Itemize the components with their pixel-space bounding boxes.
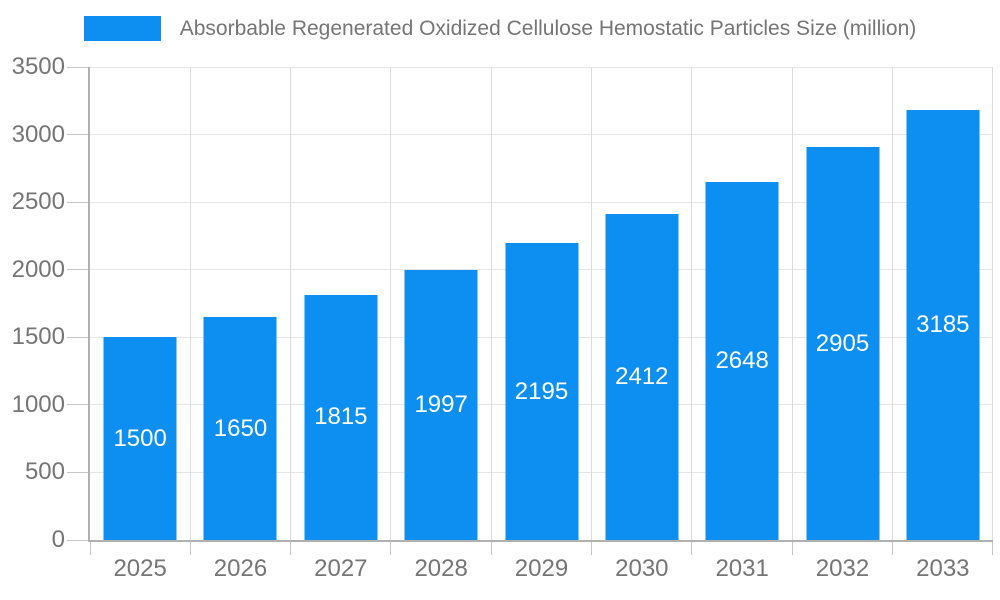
x-tick-8: [892, 542, 894, 555]
bar-value-label-2025: 1500: [113, 424, 167, 452]
y-tick-2500: [67, 201, 88, 203]
x-axis-label-2027: 2027: [314, 555, 368, 582]
y-tick-3000: [67, 134, 88, 136]
y-tick-1000: [67, 404, 88, 406]
gridline-v-9: [992, 67, 993, 540]
gridline-v-7: [791, 67, 793, 540]
gridline-v-4: [490, 67, 492, 540]
x-axis-label-2031: 2031: [715, 555, 769, 582]
bar-value-label-2030: 2412: [615, 363, 669, 391]
x-axis-label-2025: 2025: [113, 555, 167, 582]
y-axis-label-1000: 1000: [11, 390, 65, 418]
bar-value-label-2028: 1997: [414, 391, 468, 419]
x-axis-label-2030: 2030: [615, 555, 669, 582]
legend-label: Absorbable Regenerated Oxidized Cellulos…: [179, 16, 917, 40]
x-tick-6: [691, 542, 693, 555]
x-axis-label-2033: 2033: [916, 555, 970, 582]
gridline-h-3500: [90, 66, 993, 68]
bar-2028[interactable]: [404, 270, 478, 540]
bar-2026[interactable]: [203, 317, 277, 540]
bar-value-label-2033: 3185: [916, 310, 970, 338]
bar-2031[interactable]: [705, 182, 779, 540]
y-axis-label-2000: 2000: [11, 255, 65, 283]
x-tick-2: [290, 542, 292, 555]
x-axis-label-2026: 2026: [213, 555, 268, 582]
bar-value-label-2029: 2195: [514, 377, 569, 405]
gridline-v-1: [189, 67, 191, 540]
y-axis-label-2500: 2500: [11, 188, 65, 216]
x-tick-0: [89, 542, 91, 555]
bar-2033[interactable]: [906, 109, 980, 540]
gridline-v-5: [591, 67, 593, 540]
bar-value-label-2026: 1650: [213, 414, 268, 442]
legend-swatch-icon: [83, 16, 161, 41]
x-axis-label-2029: 2029: [514, 555, 569, 582]
gridline-v-2: [290, 67, 292, 540]
chart-legend: Absorbable Regenerated Oxidized Cellulos…: [0, 16, 1000, 41]
x-tick-7: [791, 542, 793, 555]
x-tick-5: [591, 542, 593, 555]
bar-2030[interactable]: [605, 214, 679, 540]
y-axis-label-3500: 3500: [11, 53, 65, 80]
y-tick-1500: [67, 336, 88, 338]
y-tick-500: [67, 471, 88, 473]
y-axis-label-0: 0: [51, 526, 65, 553]
x-tick-4: [490, 542, 492, 555]
plot-area: 0 500 1000 1500 2000 2500 3000 3500 1500 2025 1650…: [12, 55, 993, 581]
x-tick-3: [390, 542, 392, 555]
y-axis-label-500: 500: [24, 458, 65, 486]
gridline-v-3: [390, 67, 392, 540]
gridline-h-3000: [90, 134, 993, 136]
legend-item[interactable]: Absorbable Regenerated Oxidized Cellulos…: [83, 16, 917, 41]
gridline-h-2500: [90, 201, 993, 203]
bar-2029[interactable]: [505, 243, 578, 540]
x-tick-9: [992, 542, 993, 555]
x-axis-label-2028: 2028: [414, 555, 468, 582]
bar-2025[interactable]: [103, 337, 177, 540]
x-axis-label-2032: 2032: [815, 555, 870, 582]
y-axis-label-3000: 3000: [11, 120, 65, 148]
bar-value-label-2032: 2905: [815, 329, 870, 357]
y-axis-label-1500: 1500: [11, 323, 65, 351]
bar-value-label-2027: 1815: [314, 403, 368, 431]
gridline-v-6: [691, 67, 693, 540]
y-tick-0: [67, 539, 88, 541]
bar-2027[interactable]: [304, 294, 378, 540]
gridline-v-8: [892, 67, 894, 540]
y-tick-3500: [67, 66, 88, 68]
x-tick-1: [189, 542, 191, 555]
y-tick-2000: [67, 269, 88, 271]
bar-value-label-2031: 2648: [715, 347, 769, 375]
bar-2032[interactable]: [806, 147, 879, 540]
